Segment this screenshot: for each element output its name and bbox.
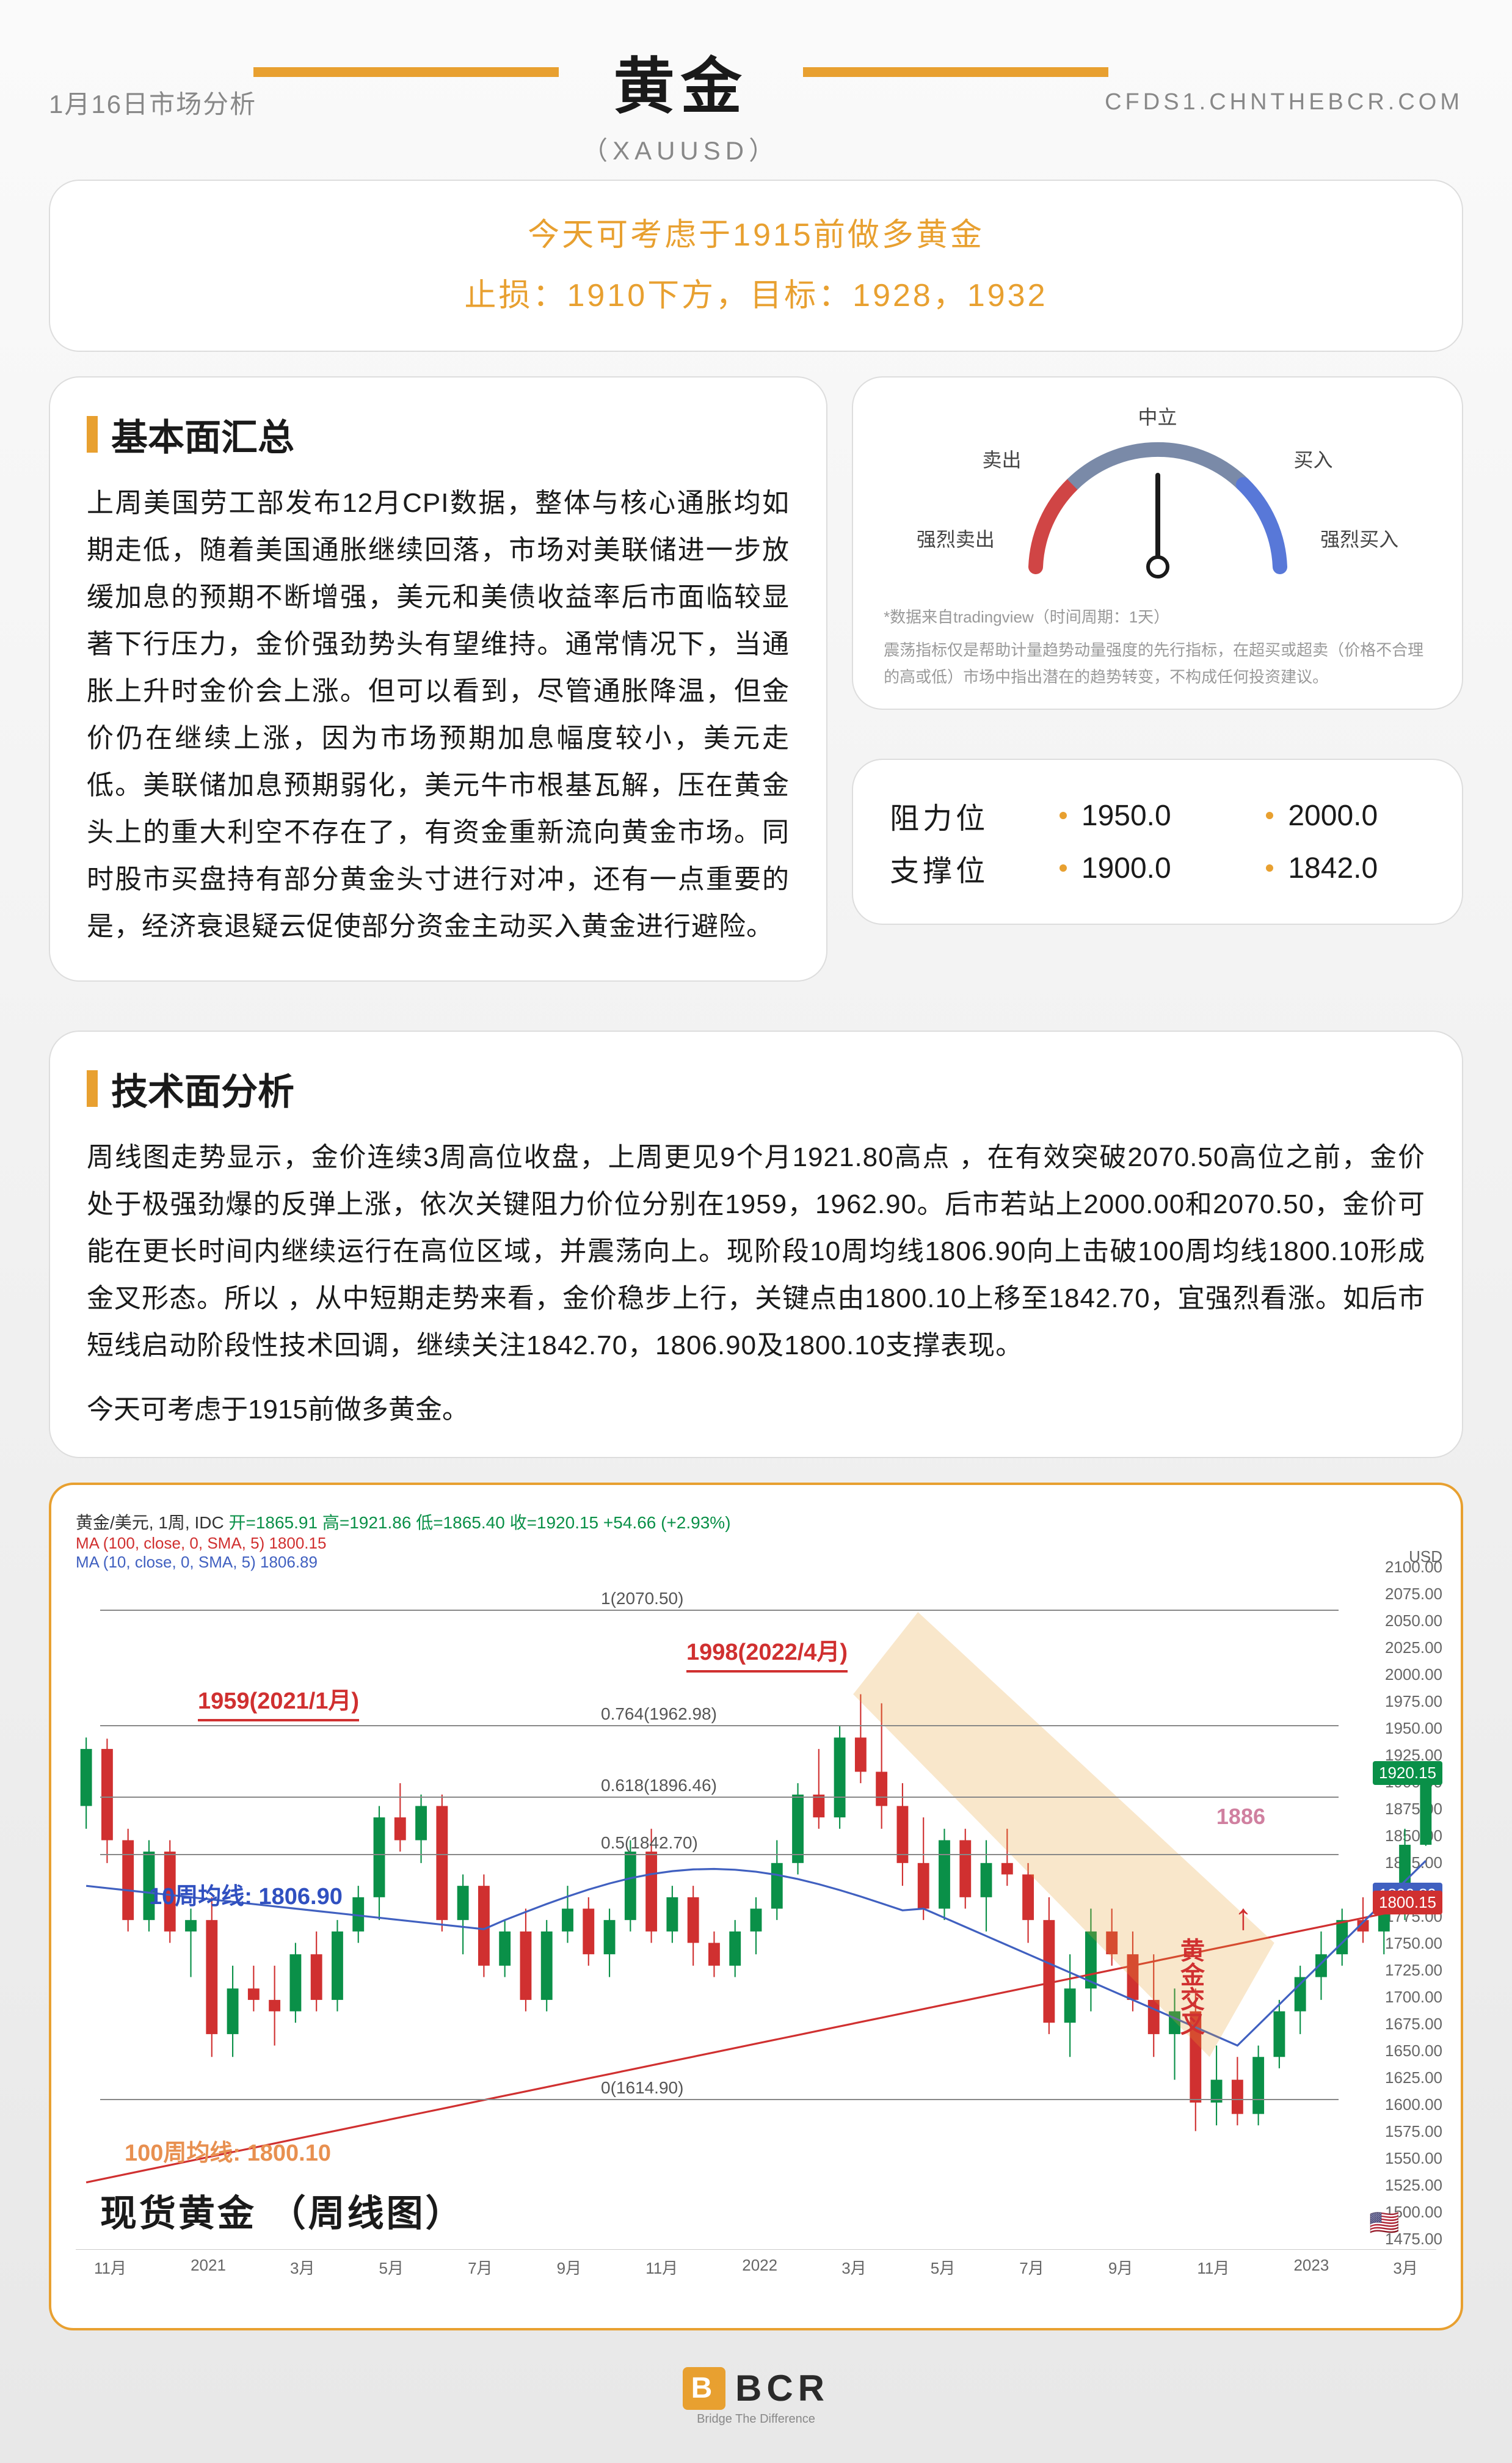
footer: B BCR Bridge The Difference (49, 2367, 1463, 2426)
gauge-card: 中立 卖出 买入 强烈卖出 强烈买入 *数据来自tradingview（时 (852, 376, 1463, 710)
summary-card: 今天可考虑于1915前做多黄金 止损：1910下方，目标：1928，1932 (49, 180, 1463, 352)
technical-card: 技术面分析 周线图走势显示，金价连续3周高位收盘，上周更见9个月1921.80高… (49, 1031, 1463, 1458)
ann-peak2: 1998(2022/4月) (686, 1633, 848, 1673)
ann-1886: 1886 (1216, 1804, 1265, 1830)
footer-brand: BCR (735, 2367, 829, 2409)
technical-body: 周线图走势显示，金价连续3周高位收盘，上周更见9个月1921.80高点 ，在有效… (87, 1134, 1425, 1369)
technical-summary: 今天可考虑于1915前做多黄金。 (87, 1387, 1425, 1426)
fundamental-body: 上周美国劳工部发布12月CPI数据，整体与核心通胀均如期走低，随着美国通胀继续回… (87, 480, 790, 950)
levels-card: 阻力位 1950.0 2000.0 支撑位 1900.0 1842.0 (852, 759, 1463, 925)
ann-ma10: 10周均线: 1806.90 (149, 1877, 343, 1911)
resistance-1: 1950.0 (1081, 799, 1171, 833)
fundamental-title: 基本面汇总 (87, 408, 790, 461)
footer-sub: Bridge The Difference (49, 2412, 1463, 2426)
support-label: 支撑位 (890, 847, 1012, 889)
page-title: 黄金 (256, 37, 1105, 125)
resistance-label: 阻力位 (890, 794, 1012, 837)
ann-gold-cross: ↑ 黄金交叉 (1172, 1896, 1314, 2035)
chart-header: 黄金/美元, 1周, IDC 开=1865.91 高=1921.86 低=186… (76, 1509, 1436, 1534)
url-label: CFDS1.CHNTHEBCR.COM (1105, 89, 1463, 115)
title-block: 黄金 （XAUUSD） (256, 37, 1105, 167)
flag-icon: 🇺🇸 (1369, 2208, 1400, 2237)
header: 1月16日市场分析 黄金 （XAUUSD） CFDS1.CHNTHEBCR.CO… (49, 37, 1463, 167)
chart-ma10: MA (10, close, 0, SMA, 5) 1806.89 (76, 1553, 1436, 1572)
chart-card: 黄金/美元, 1周, IDC 开=1865.91 高=1921.86 低=186… (49, 1483, 1463, 2330)
chart-title: 现货黄金 （周线图） (100, 2184, 465, 2237)
support-2: 1842.0 (1288, 852, 1378, 885)
date-label: 1月16日市场分析 (49, 84, 256, 121)
resistance-2: 2000.0 (1288, 799, 1378, 833)
technical-title: 技术面分析 (87, 1062, 1425, 1115)
summary-line-2: 止损：1910下方，目标：1928，1932 (87, 266, 1425, 326)
page-subtitle: （XAUUSD） (256, 130, 1105, 167)
gauge-note-2: 震荡指标仅是帮助计量趋势动量强度的先行指标，在超买或超卖（价格不合理的高或低）市… (884, 637, 1431, 690)
gauge-svg (975, 426, 1341, 597)
chart-area: USD 2100.002075.002050.002025.002000.001… (76, 1578, 1436, 2250)
summary-line-1: 今天可考虑于1915前做多黄金 (87, 205, 1425, 266)
fundamental-card: 基本面汇总 上周美国劳工部发布12月CPI数据，整体与核心通胀均如期走低，随着美… (49, 376, 827, 982)
support-1: 1900.0 (1081, 852, 1171, 885)
chart-ma100: MA (100, close, 0, SMA, 5) 1800.15 (76, 1534, 1436, 1553)
gauge-note-1: *数据来自tradingview（时间周期：1天） (884, 604, 1431, 630)
ann-ma100: 100周均线: 1800.10 (125, 2134, 331, 2167)
bcr-logo-icon: B (683, 2367, 725, 2410)
ann-peak1: 1959(2021/1月) (198, 1682, 359, 1721)
